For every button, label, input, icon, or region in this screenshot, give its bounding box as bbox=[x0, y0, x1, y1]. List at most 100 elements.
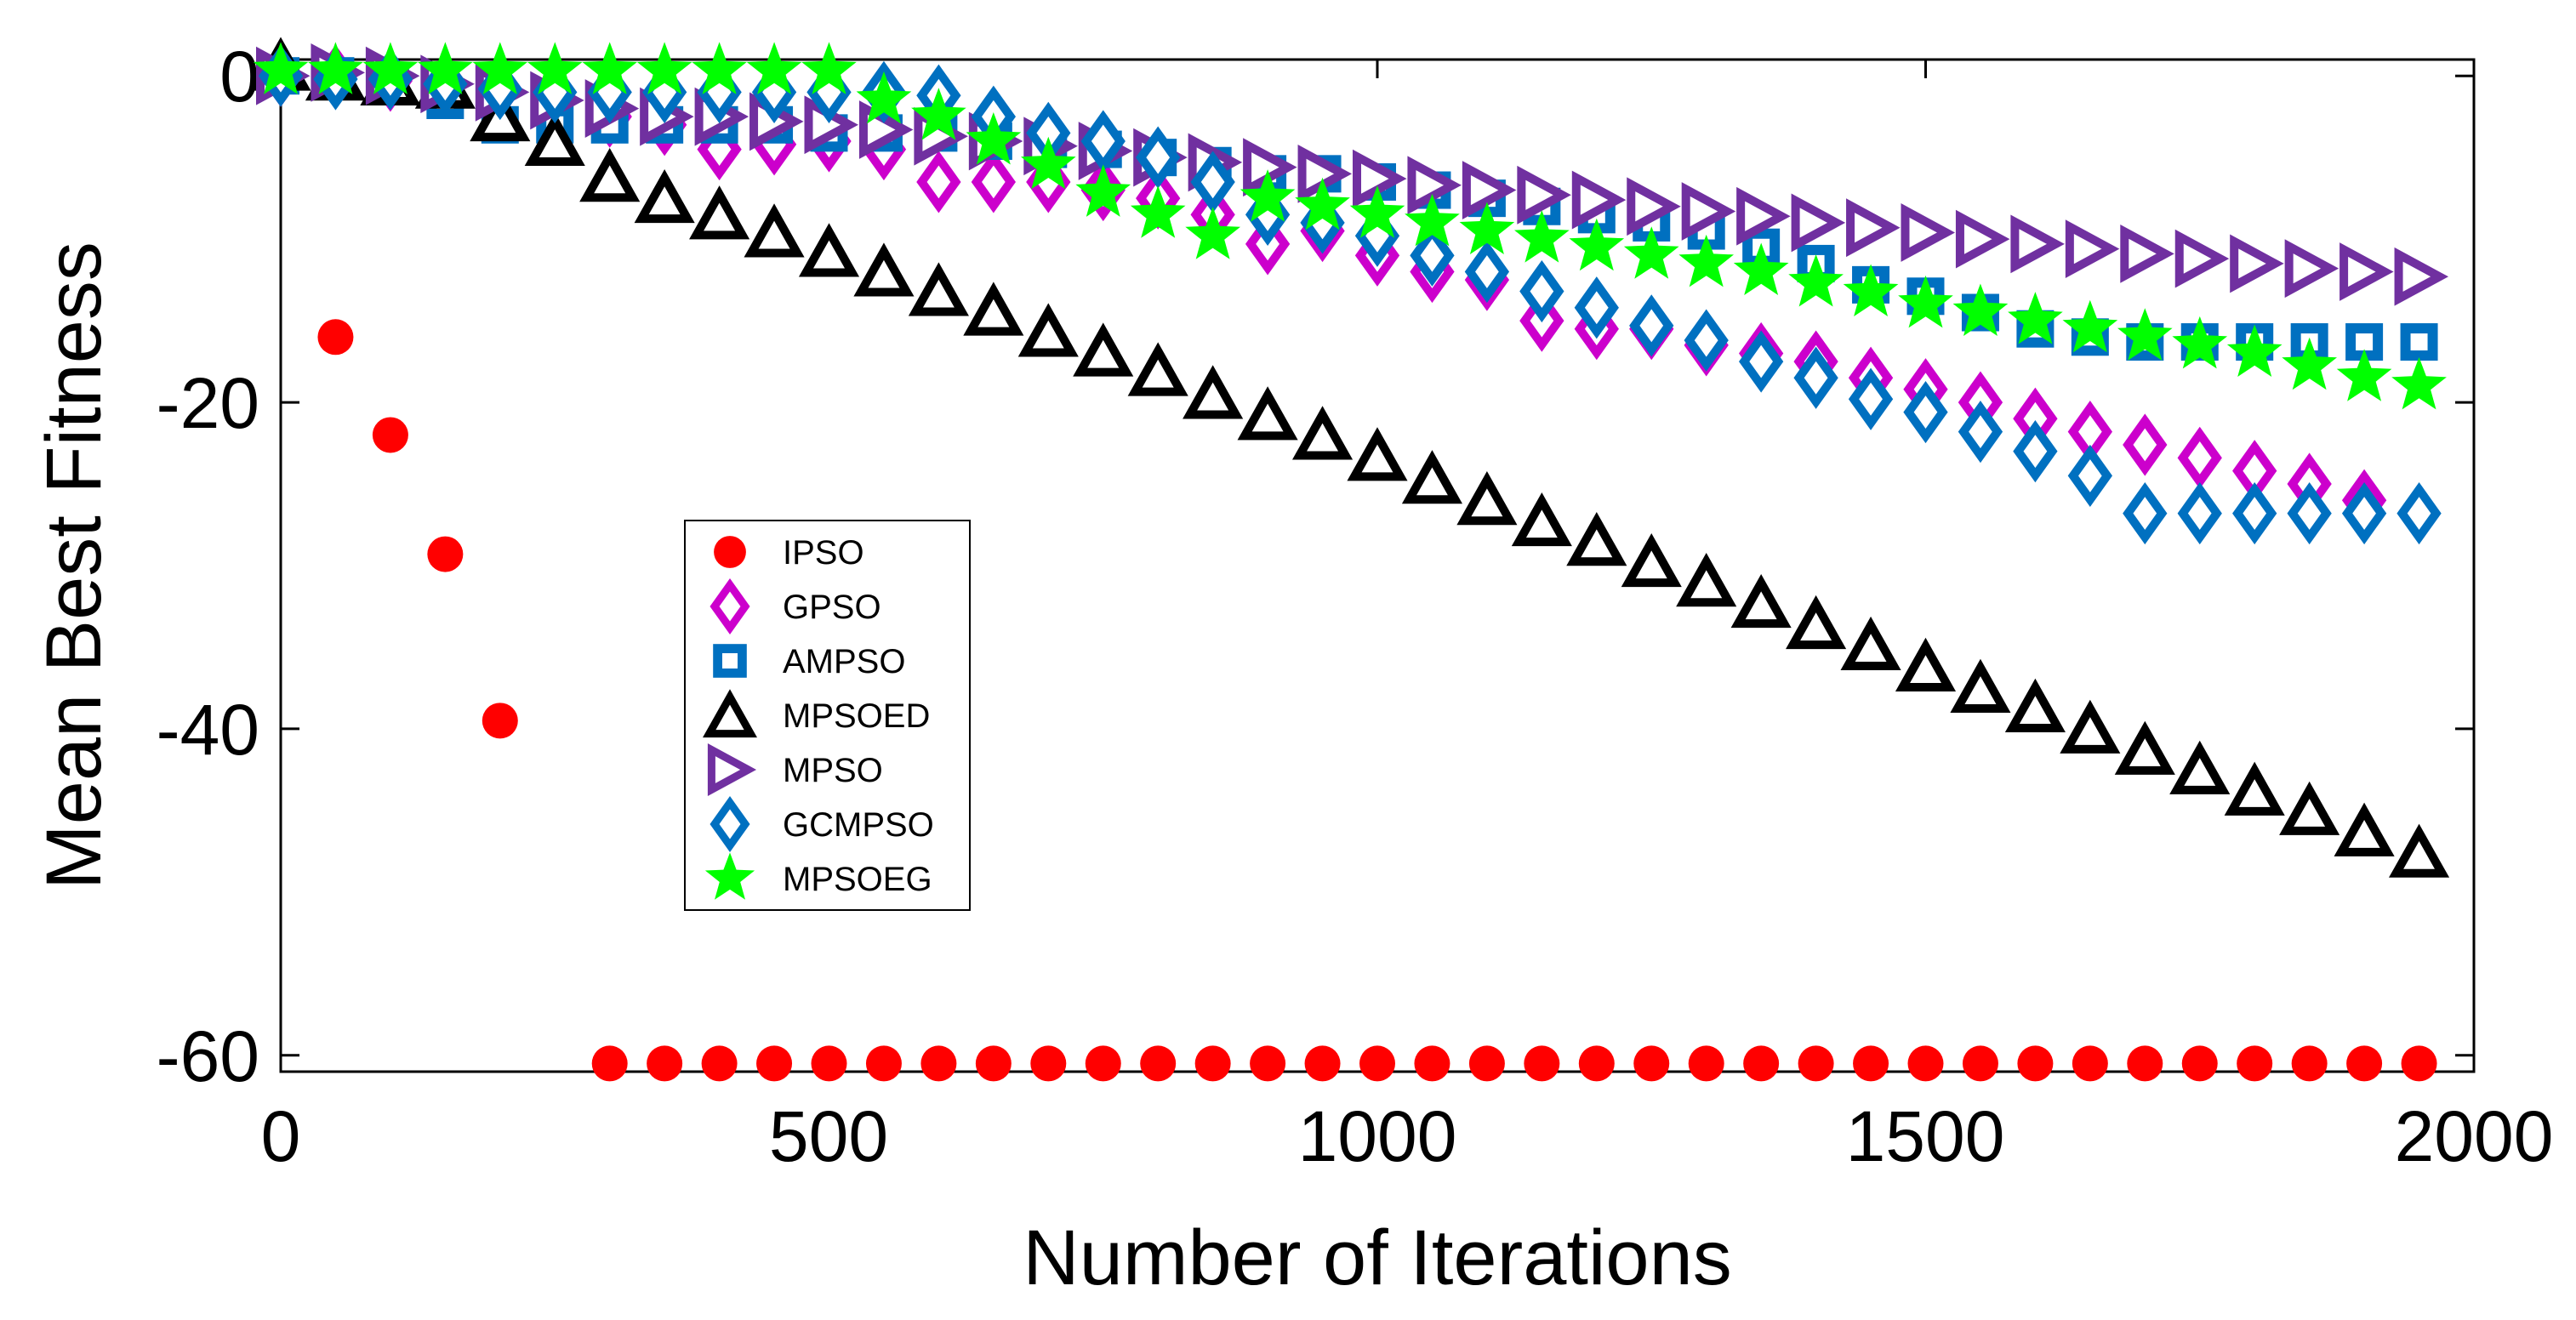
data-point-mpsoeg bbox=[1733, 242, 1789, 295]
data-point-gcmpso bbox=[1410, 224, 1455, 287]
data-point-mpsoed bbox=[1237, 386, 1298, 441]
data-point-mpsoeg bbox=[1349, 185, 1405, 238]
data-point-gcmpso bbox=[1136, 126, 1181, 189]
data-point-ipso bbox=[920, 1045, 957, 1082]
data-point-mpsoeg bbox=[1898, 275, 1953, 328]
data-point-mpsoeg bbox=[2172, 316, 2228, 369]
data-point-gpso bbox=[971, 151, 1016, 213]
data-point-mpsoeg bbox=[1623, 226, 1679, 279]
data-point-mpsoed bbox=[908, 262, 969, 316]
legend-marker-mpso bbox=[707, 743, 757, 796]
data-point-ipso bbox=[2127, 1045, 2163, 1082]
legend-label: AMPSO bbox=[783, 643, 905, 680]
data-point-mpsoeg bbox=[2226, 324, 2282, 377]
data-point-mpsoeg bbox=[253, 42, 309, 94]
data-point-mpsoeg bbox=[746, 42, 802, 94]
data-point-mpsoeg bbox=[1130, 185, 1186, 238]
data-point-ipso bbox=[1743, 1045, 1780, 1082]
data-point-gcmpso bbox=[2123, 481, 2168, 545]
legend-label: GPSO bbox=[783, 589, 881, 626]
data-point-gcmpso bbox=[1464, 240, 1510, 304]
data-point-mpsoed bbox=[1786, 595, 1847, 650]
data-point-mpso bbox=[2284, 239, 2339, 299]
data-point-ipso bbox=[2346, 1045, 2383, 1082]
data-point-mpsoeg bbox=[1788, 254, 1844, 307]
data-point-gcmpso bbox=[1574, 276, 1619, 339]
legend-label: IPSO bbox=[783, 534, 864, 572]
data-point-mpsoed bbox=[1073, 322, 1134, 377]
x-axis-tick-labels: 0 500 1000 1500 2000 bbox=[261, 1096, 2554, 1176]
legend-label: MPSO bbox=[783, 752, 883, 789]
data-point-mpso bbox=[2010, 214, 2065, 274]
data-point-mpsoeg bbox=[2282, 337, 2337, 390]
data-point-gcmpso bbox=[2013, 420, 2058, 483]
data-point-gcmpso bbox=[2177, 481, 2222, 545]
data-point-mpsoeg bbox=[1678, 234, 1734, 287]
data-point-mpsoed bbox=[853, 242, 915, 297]
y-axis-title: Mean Best Fitness bbox=[31, 242, 117, 890]
data-point-mpso bbox=[2120, 225, 2174, 283]
data-point-mpso bbox=[2230, 234, 2284, 293]
x-axis-title: Number of Iterations bbox=[1023, 1215, 1731, 1301]
data-point-mpsoed bbox=[2389, 823, 2450, 878]
data-point-ipso bbox=[1250, 1045, 1286, 1082]
data-point-ipso bbox=[2291, 1045, 2328, 1082]
data-point-mpsoed bbox=[1347, 427, 1408, 481]
x-tick-label: 500 bbox=[769, 1096, 888, 1176]
data-point-mpsoed bbox=[2224, 761, 2285, 816]
x-tick-label: 2000 bbox=[2395, 1096, 2554, 1176]
data-point-ipso bbox=[975, 1045, 1012, 1082]
data-point-mpsoed bbox=[2169, 740, 2231, 794]
data-point-ipso bbox=[2237, 1045, 2273, 1082]
data-point-ipso bbox=[372, 417, 408, 453]
data-point-mpsoeg bbox=[1459, 202, 1515, 254]
data-point-mpsoeg bbox=[362, 42, 419, 94]
data-point-mpsoed bbox=[798, 223, 860, 277]
data-point-mpso bbox=[1681, 182, 1736, 241]
data-point-gpso bbox=[2177, 426, 2222, 489]
data-point-gcmpso bbox=[1739, 330, 1784, 393]
data-point-ipso bbox=[701, 1045, 738, 1082]
data-point-mpso bbox=[2174, 229, 2230, 288]
data-point-mpsoed bbox=[1621, 532, 1682, 588]
x-tick-label: 1500 bbox=[1846, 1096, 2005, 1176]
data-point-mpsoeg bbox=[636, 42, 692, 94]
data-point-mpso bbox=[1736, 186, 1791, 246]
data-point-mpsoeg bbox=[582, 42, 637, 94]
data-point-mpsoed bbox=[744, 203, 805, 258]
data-point-mpso bbox=[1627, 177, 1681, 236]
data-point-mpso bbox=[1517, 165, 1571, 225]
data-point-gcmpso bbox=[1684, 309, 1729, 372]
data-point-mpsoeg bbox=[308, 42, 363, 94]
y-tick-label: 0 bbox=[219, 37, 259, 117]
data-point-mpso bbox=[1846, 198, 1901, 258]
x-tick-label: 1000 bbox=[1298, 1096, 1457, 1176]
data-point-gcmpso bbox=[2232, 481, 2277, 545]
data-point-ipso bbox=[2181, 1045, 2218, 1082]
y-axis-tick-labels: 0 -20 -40 -60 bbox=[157, 37, 259, 1096]
data-point-ipso bbox=[1030, 1045, 1067, 1082]
data-point-ipso bbox=[811, 1045, 847, 1082]
data-point-ipso bbox=[1688, 1045, 1724, 1082]
data-point-mpsoeg bbox=[527, 42, 583, 94]
data-point-gpso bbox=[2123, 413, 2168, 476]
data-point-ipso bbox=[1304, 1045, 1341, 1082]
y-tick-label: -60 bbox=[157, 1016, 259, 1096]
data-point-ipso bbox=[865, 1045, 902, 1082]
data-point-ipso bbox=[647, 1045, 683, 1082]
data-point-mpsoeg bbox=[2391, 356, 2447, 410]
data-point-mpsoeg bbox=[1405, 193, 1460, 247]
x-tick-label: 0 bbox=[261, 1096, 301, 1176]
y-tick-label: -40 bbox=[157, 690, 259, 770]
data-point-gcmpso bbox=[2396, 481, 2442, 545]
data-point-mpso bbox=[2339, 242, 2394, 301]
data-point-ipso bbox=[1633, 1045, 1670, 1082]
data-point-gcmpso bbox=[2067, 444, 2112, 508]
data-point-gcmpso bbox=[1793, 346, 1838, 409]
data-point-gcmpso bbox=[1190, 151, 1235, 213]
legend: IPSO GPSO AMPSO MPSOED MPSO GCMPSO MPSOE… bbox=[684, 520, 971, 911]
data-point-ipso bbox=[756, 1045, 793, 1082]
data-point-gcmpso bbox=[1958, 401, 2003, 464]
